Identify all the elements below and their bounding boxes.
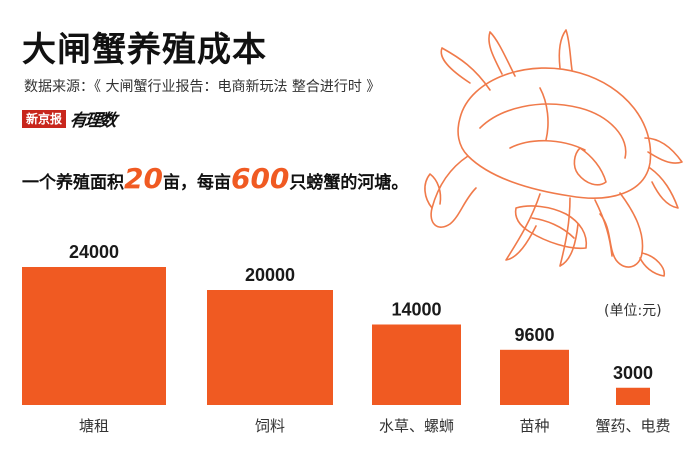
value-label-4: 3000	[613, 363, 653, 383]
value-label-3: 9600	[514, 325, 554, 345]
bar-3	[500, 349, 569, 405]
unit-label: (单位:元)	[604, 303, 662, 319]
crab-illustration	[424, 29, 683, 277]
value-label-0: 24000	[69, 242, 119, 262]
headline-text-2: 亩，每亩	[162, 173, 231, 193]
value-label-2: 14000	[391, 300, 441, 320]
brand-logo: 新京报 有理数	[22, 106, 116, 131]
bar-2	[372, 324, 461, 405]
category-label-4: 蟹药、电费	[595, 417, 670, 435]
bar-4	[616, 387, 650, 405]
category-label-0: 塘租	[79, 417, 109, 435]
headline-text-1: 一个养殖面积	[22, 173, 124, 193]
headline: 一个养殖面积20亩，每亩600只螃蟹的河塘。	[22, 162, 408, 195]
category-label-1: 饲料	[255, 417, 285, 435]
data-source: 数据来源：《 大闸蟹行业报告：电商新玩法 整合进行时 》	[24, 79, 381, 95]
category-label-2: 水草、螺蛳	[379, 417, 454, 435]
headline-text-3: 只螃蟹的河塘。	[289, 173, 409, 193]
value-label-1: 20000	[245, 265, 295, 285]
bar-0	[22, 267, 166, 405]
bar-1	[207, 290, 333, 405]
headline-number-area: 20	[124, 162, 163, 195]
headline-number-crabs: 600	[230, 162, 290, 195]
category-label-3: 苗种	[519, 417, 549, 435]
brand-logo-a: 新京报	[22, 109, 67, 128]
chart-title: 大闸蟹养殖成本	[22, 30, 267, 70]
